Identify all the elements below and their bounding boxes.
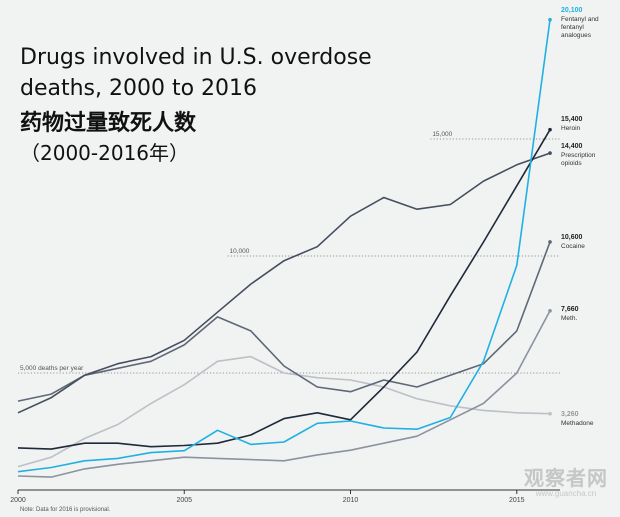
chart-axes: 2000 2005 2010 2015 <box>10 489 560 504</box>
series-name-label-3-0: Cocaine <box>561 243 585 250</box>
series-name-label-5-0: Methadone <box>561 420 594 427</box>
reference-lines: 5,000 deaths per year 10,000 15,000 <box>18 131 560 374</box>
provisional-data-note: Note: Data for 2016 is provisional. <box>20 507 111 513</box>
series-name-label-1-0: Heroin <box>561 125 581 132</box>
reference-label-10000: 10,000 <box>229 248 249 255</box>
x-tick-label-2010: 2010 <box>343 497 359 504</box>
reference-label-5000: 5,000 deaths per year <box>20 365 84 372</box>
x-tick-label-2000: 2000 <box>10 497 26 504</box>
watermark-url: www.guancha.cn <box>535 489 597 498</box>
chart-title-block: Drugs involved in U.S. overdose deaths, … <box>20 42 440 167</box>
series-endpoint-5 <box>548 411 552 416</box>
series-value-label-4: 7,660 <box>561 306 579 313</box>
series-line-meth- <box>17 310 551 478</box>
series-line-methadone <box>17 355 551 468</box>
series-name-label-2-1: opioids <box>561 160 582 167</box>
series-name-label-4-0: Meth. <box>561 315 577 322</box>
series-name-label-0-1: fentanyl <box>561 24 584 31</box>
series-name-label-0-2: analogues <box>561 32 592 39</box>
watermark-name: 观察者网 <box>524 466 608 490</box>
series-value-label-1: 15,400 <box>561 116 583 123</box>
series-line-fentanyl-and-fentanyl-analogues <box>17 19 551 473</box>
series-line-cocaine <box>17 241 551 402</box>
series-value-label-5: 3,260 <box>561 411 579 418</box>
watermark-logo: 观察者网 www.guancha.cn <box>524 462 608 498</box>
series-value-label-2: 14,400 <box>561 143 583 150</box>
series-endpoint-3 <box>548 240 552 244</box>
chart-title-english: Drugs involved in U.S. overdose deaths, … <box>20 45 372 101</box>
chart-title-years: （2000-2016年） <box>20 141 190 165</box>
series-endpoint-1 <box>548 127 552 132</box>
series-lines <box>17 17 552 478</box>
series-name-label-2-0: Prescription <box>561 152 596 159</box>
series-line-heroin <box>17 129 551 450</box>
series-value-label-0: 20,100 <box>561 7 583 14</box>
series-name-label-0-0: Fentanyl and <box>561 16 599 23</box>
x-tick-label-2005: 2005 <box>176 497 192 504</box>
series-line-prescription-opioids <box>17 152 551 414</box>
series-endpoint-2 <box>548 151 552 155</box>
series-endpoint-4 <box>548 308 552 313</box>
reference-label-15000: 15,000 <box>432 131 452 138</box>
chart-title-chinese: 药物过量致死人数 <box>20 111 197 136</box>
series-value-label-3: 10,600 <box>561 234 583 241</box>
x-tick-label-2015: 2015 <box>509 497 525 504</box>
series-endpoint-0 <box>548 17 552 22</box>
